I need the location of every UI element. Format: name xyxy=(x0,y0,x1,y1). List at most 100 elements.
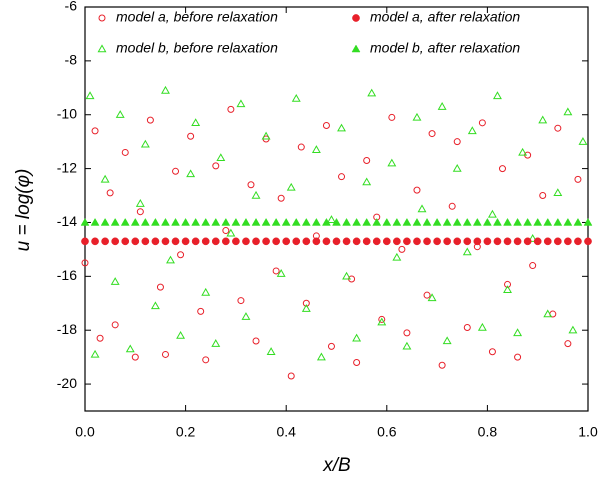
point xyxy=(518,147,528,156)
point xyxy=(362,217,372,226)
point xyxy=(212,162,220,170)
point xyxy=(332,217,341,226)
y-tick-label: -20 xyxy=(57,375,77,391)
point xyxy=(191,217,201,226)
x-tick-label: 0.2 xyxy=(176,424,196,440)
point xyxy=(417,204,427,213)
point xyxy=(242,237,250,246)
point xyxy=(448,202,456,210)
x-tick-label: 0.8 xyxy=(478,424,498,440)
point xyxy=(227,105,235,113)
point xyxy=(428,130,436,138)
point xyxy=(438,361,446,369)
point xyxy=(311,217,321,226)
plot-frame xyxy=(84,6,589,412)
point xyxy=(261,131,271,140)
point xyxy=(322,237,331,246)
point xyxy=(538,115,548,124)
point xyxy=(412,217,422,226)
point xyxy=(392,217,402,226)
point xyxy=(543,237,552,246)
point xyxy=(266,347,276,355)
point xyxy=(121,237,130,246)
point xyxy=(353,359,361,367)
x-axis-label: x/B xyxy=(322,455,351,476)
point xyxy=(387,158,397,167)
point xyxy=(177,251,185,259)
point xyxy=(443,237,452,246)
point xyxy=(100,217,110,226)
point xyxy=(498,165,506,173)
point xyxy=(101,237,109,246)
point xyxy=(352,333,362,342)
legend-symbol xyxy=(97,44,107,53)
point xyxy=(90,217,100,226)
point xyxy=(553,237,562,246)
point xyxy=(140,139,150,148)
point xyxy=(286,182,296,191)
point xyxy=(583,217,593,226)
point xyxy=(563,107,573,116)
point xyxy=(276,269,286,277)
point xyxy=(342,237,351,246)
point xyxy=(232,237,240,246)
point xyxy=(574,175,582,183)
point xyxy=(423,291,431,299)
point xyxy=(221,237,230,246)
point xyxy=(413,186,421,194)
point xyxy=(427,293,437,302)
point xyxy=(503,217,512,226)
point xyxy=(262,237,270,246)
point xyxy=(338,173,346,181)
point xyxy=(121,148,129,156)
point xyxy=(80,217,90,226)
point xyxy=(106,189,114,197)
point xyxy=(473,237,482,246)
point xyxy=(382,237,391,246)
point xyxy=(442,336,452,345)
point xyxy=(477,322,487,331)
y-tick-label: -18 xyxy=(57,321,77,337)
legend-text: model a, before relaxation xyxy=(116,9,278,25)
point xyxy=(291,217,301,226)
point xyxy=(151,237,160,246)
point xyxy=(332,237,341,246)
point xyxy=(292,237,301,246)
point xyxy=(136,208,144,216)
point xyxy=(377,317,387,326)
point xyxy=(161,85,170,94)
x-tick-label: 0.0 xyxy=(75,424,95,440)
point xyxy=(574,237,582,246)
point xyxy=(211,217,221,226)
legend-symbol xyxy=(98,14,106,22)
point xyxy=(403,329,411,337)
point xyxy=(252,337,260,345)
y-tick-label: -10 xyxy=(57,105,77,121)
point xyxy=(463,237,472,246)
point xyxy=(352,237,361,246)
point xyxy=(241,312,251,320)
point xyxy=(412,112,422,121)
point xyxy=(191,237,200,246)
point xyxy=(81,237,89,246)
point xyxy=(392,252,402,261)
point xyxy=(316,352,326,361)
point xyxy=(483,237,492,246)
point xyxy=(462,217,472,226)
point xyxy=(222,227,230,235)
point xyxy=(176,330,186,339)
point xyxy=(241,217,251,226)
point xyxy=(211,339,221,347)
point xyxy=(388,113,396,121)
point xyxy=(161,217,170,226)
point xyxy=(301,304,311,312)
point xyxy=(493,217,502,226)
point xyxy=(398,245,406,253)
point xyxy=(452,217,462,226)
point xyxy=(453,237,462,246)
point xyxy=(247,181,255,189)
point xyxy=(150,301,160,310)
point xyxy=(327,342,335,350)
point xyxy=(352,217,362,226)
